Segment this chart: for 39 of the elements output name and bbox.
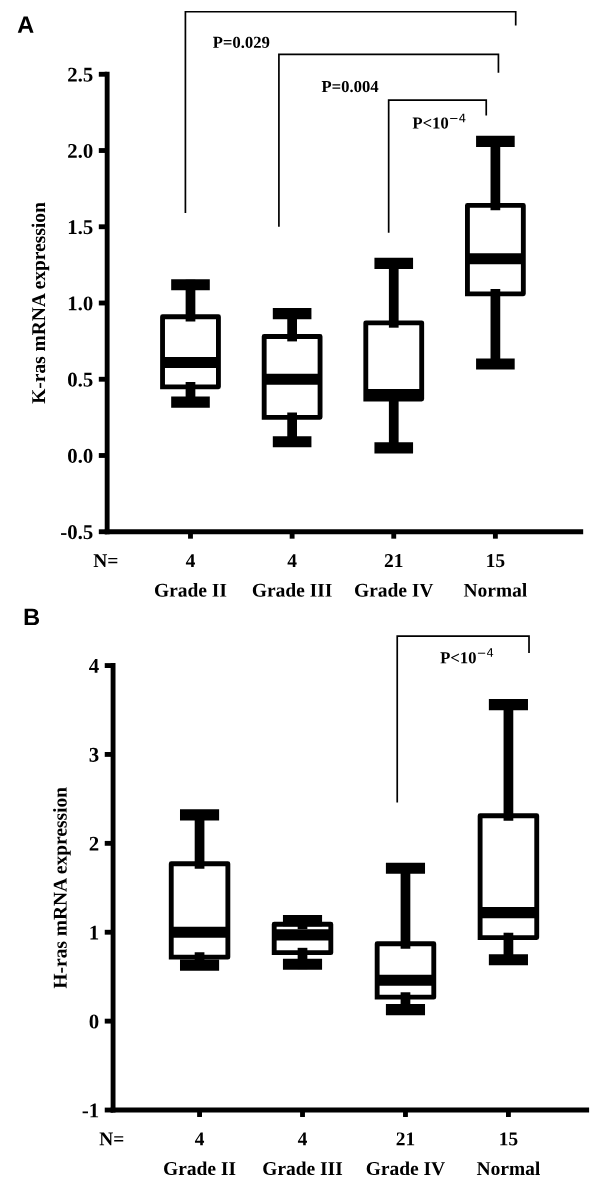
- y-tick-label: -0.5: [61, 525, 93, 540]
- annotation: 4: [194, 1132, 205, 1146]
- y-tick-label: 2: [89, 836, 99, 851]
- x-tick-label: Grade III: [263, 1161, 343, 1176]
- y-axis-title: H-ras mRNA expression: [53, 787, 71, 989]
- y-tick-label: 1: [90, 925, 99, 940]
- chart-title: A: [17, 16, 34, 33]
- annotation: 15: [500, 1132, 518, 1146]
- y-tick-label: 2.5: [68, 67, 93, 82]
- x-tick-label: Normal: [463, 583, 527, 597]
- annotation: P<10$^{−4}$: [412, 113, 466, 129]
- x-tick-label: Grade IV: [366, 1161, 445, 1176]
- y-tick-label: 1.5: [68, 220, 93, 235]
- x-tick-label: Grade III: [252, 583, 332, 597]
- text: N=: [99, 1132, 124, 1146]
- x-tick-label: Grade IV: [355, 583, 434, 597]
- text: N=: [93, 554, 118, 567]
- annotation: 15: [487, 554, 505, 568]
- y-tick-label: 0.5: [68, 372, 93, 387]
- y-axis-title: K-ras mRNA expression: [31, 202, 50, 404]
- text: P=0.029: [213, 36, 270, 49]
- y-tick-label: 3: [89, 747, 99, 762]
- annotation: 4: [185, 554, 195, 567]
- x-tick-label: Grade II: [164, 1161, 236, 1176]
- y-tick-label: 0.0: [68, 448, 93, 464]
- x-tick-label: Grade II: [154, 583, 227, 597]
- annotation: P=0.004: [321, 80, 379, 93]
- y-tick-label: 1.0: [68, 296, 93, 311]
- x-tick-label: Normal: [476, 1161, 540, 1176]
- annotation: 4: [287, 554, 297, 567]
- chart-title: B: [24, 608, 40, 626]
- text: P<10$^{−4}$: [440, 648, 494, 664]
- annotation: 21: [396, 1132, 415, 1146]
- y-tick-label: -1: [82, 1103, 99, 1118]
- annotation: 4: [297, 1132, 308, 1146]
- y-tick-label: 0: [89, 1014, 99, 1029]
- annotation: 21: [384, 554, 403, 567]
- y-tick-label: 2.0: [68, 143, 93, 159]
- y-tick-label: 4: [89, 659, 99, 673]
